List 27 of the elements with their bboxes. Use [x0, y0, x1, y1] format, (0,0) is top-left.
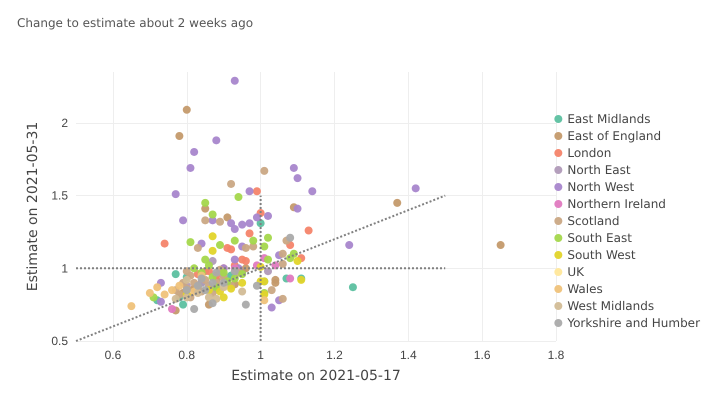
legend-label: Yorkshire and Humber — [566, 316, 700, 330]
legend-label: Wales — [567, 282, 603, 296]
y-tick-label: 1.5 — [51, 188, 68, 203]
legend-label: North East — [567, 163, 631, 177]
legend-label: Scotland — [567, 214, 620, 228]
x-tick-label: 0.8 — [178, 348, 196, 362]
legend-label: West Midlands — [567, 299, 654, 313]
x-tick-label: 1.2 — [326, 348, 344, 362]
x-tick-label: 1.6 — [474, 348, 491, 362]
x-axis-title: Estimate on 2021-05-17 — [231, 368, 401, 384]
y-tick-label: 1 — [61, 261, 68, 276]
x-tick-label: 1.8 — [548, 348, 565, 362]
x-tick-label: 1 — [257, 348, 264, 362]
chart-title: Change to estimate about 2 weeks ago — [17, 16, 254, 30]
legend-label: South East — [567, 231, 632, 245]
legend-label: South West — [567, 248, 636, 262]
x-tick-label: 1.4 — [400, 348, 417, 362]
y-axis-title: Estimate on 2021-05-31 — [25, 122, 41, 292]
legend-label: East of England — [567, 129, 662, 143]
legend-label: North West — [567, 180, 635, 194]
legend-label: UK — [567, 265, 586, 279]
y-tick-label: 0.5 — [51, 334, 68, 348]
x-tick-label: 0.6 — [104, 348, 122, 362]
legend-label: East Midlands — [567, 112, 651, 126]
y-tick-label: 2 — [61, 116, 68, 130]
legend-label: London — [567, 146, 612, 160]
legend-label: Northern Ireland — [567, 197, 666, 211]
